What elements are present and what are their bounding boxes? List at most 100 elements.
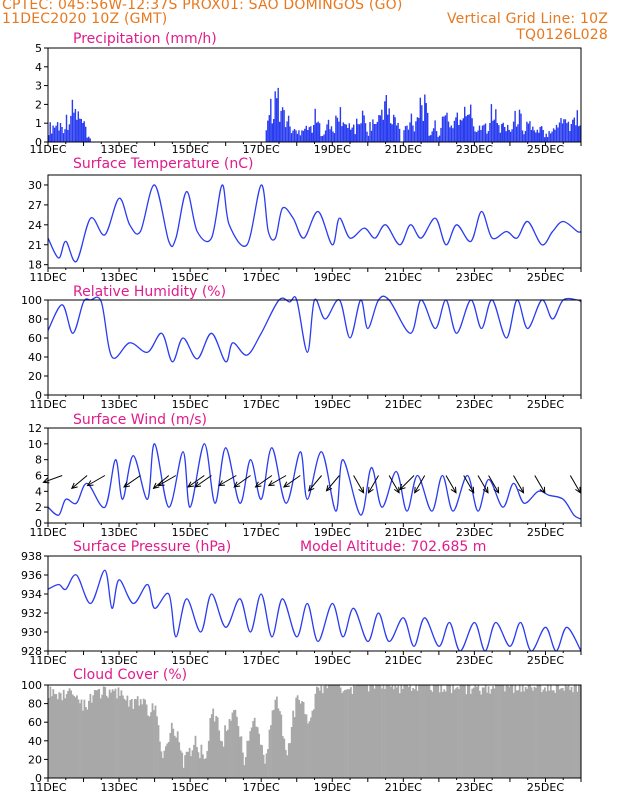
cloud-bar — [475, 686, 478, 778]
y-tick-label: 4 — [35, 485, 42, 498]
cloud-bar — [444, 691, 447, 778]
wind-arrow — [488, 475, 500, 494]
precip-bar — [79, 118, 81, 142]
cloud-bar — [538, 685, 540, 778]
precip-bar — [53, 127, 56, 142]
cloud-bar — [71, 694, 74, 778]
cloud-bar — [545, 691, 548, 778]
cloud-bar — [572, 692, 574, 778]
series-line — [47, 184, 582, 263]
precip-bar — [419, 97, 422, 142]
cloud-bar — [382, 685, 385, 778]
cloud-bar — [435, 685, 438, 778]
precip-bar — [70, 115, 72, 142]
cloud-bar — [267, 749, 269, 778]
precip-bar — [576, 110, 579, 142]
precip-bar — [268, 115, 271, 142]
cloud-bar — [563, 690, 565, 778]
cloud-bar — [387, 685, 389, 778]
precip-bar — [295, 130, 297, 142]
cloud-bar — [554, 693, 557, 778]
cloud-bar — [86, 709, 89, 778]
cloud-bar — [179, 750, 182, 778]
wind-arrow — [267, 475, 287, 487]
cloud-bar — [83, 699, 86, 778]
cloud-bar — [521, 685, 524, 778]
x-tick-label: 15DEC — [172, 398, 209, 411]
precip-bar — [308, 127, 311, 142]
precip-bar — [74, 109, 77, 142]
precip-bar — [71, 99, 74, 142]
cloud-bar — [247, 740, 250, 778]
precip-bar — [83, 121, 85, 142]
precip-bar — [535, 132, 537, 142]
precip-bar — [496, 123, 499, 142]
precip-bar — [409, 122, 411, 142]
precip-bar — [508, 129, 510, 142]
x-tick-label: 25DEC — [527, 526, 564, 539]
precip-bar — [569, 131, 571, 142]
cloud-bar — [287, 743, 290, 778]
precip-bar — [307, 130, 309, 142]
cloud-bar — [398, 693, 401, 778]
precip-bar — [353, 124, 355, 142]
precip-bar — [366, 131, 368, 142]
precip-bar — [456, 112, 459, 142]
cloud-bar — [265, 753, 268, 778]
precip-bar — [554, 129, 556, 142]
cloud-bar — [318, 690, 321, 778]
precip-bar — [397, 122, 399, 142]
cloud-bar — [79, 703, 81, 778]
precip-bar — [267, 120, 269, 142]
precip-bar — [499, 132, 502, 142]
precip-bar — [430, 135, 432, 142]
cloud-bar — [49, 686, 52, 778]
cloud-bar — [474, 685, 477, 778]
cloud-bar — [221, 741, 223, 778]
cloud-bar — [520, 691, 523, 778]
cloud-bar — [209, 718, 212, 778]
precip-bar — [461, 120, 463, 142]
cloud-bar — [320, 685, 323, 778]
cloud-bar — [194, 735, 197, 778]
cloud-bar — [541, 692, 543, 778]
cloud-bar — [452, 685, 454, 778]
cloud-bar — [536, 685, 539, 778]
cloud-bar — [576, 691, 579, 778]
x-tick-label: 19DEC — [314, 271, 351, 284]
cloud-bar — [259, 744, 262, 778]
precip-bar — [86, 137, 88, 142]
precip-bar — [271, 123, 274, 142]
precip-bar — [58, 130, 60, 142]
wind-arrow — [157, 475, 177, 487]
precip-bar — [539, 126, 541, 142]
precip-bar — [52, 125, 54, 142]
y-tick-label: 4 — [35, 61, 42, 74]
precip-bar — [314, 108, 316, 142]
cloud-bar — [465, 694, 468, 778]
cloud-bar — [350, 687, 352, 778]
precip-bar — [432, 128, 435, 142]
cloud-bar — [279, 711, 281, 778]
cloud-bar — [88, 700, 90, 778]
panel-frame — [47, 555, 582, 652]
precip-bar — [575, 125, 577, 142]
precip-bar — [475, 132, 478, 142]
cloud-bar — [557, 685, 560, 778]
wind-arrow — [218, 475, 237, 487]
panel-title: Surface Pressure (hPa) — [73, 539, 231, 555]
precip-bar — [55, 125, 57, 142]
cloud-bar — [80, 699, 83, 778]
precip-bar — [544, 137, 546, 142]
cloud-bar — [133, 699, 136, 778]
wind-arrow — [70, 475, 88, 490]
precip-bar — [536, 129, 539, 142]
cloud-bar — [393, 689, 395, 778]
wind-arrow — [325, 475, 340, 492]
wind-arrow — [187, 475, 205, 488]
series-line — [47, 295, 582, 363]
cloud-bar — [501, 685, 503, 778]
precip-bar — [549, 133, 552, 142]
wind-arrow — [233, 475, 251, 488]
cloud-bar — [347, 689, 349, 778]
